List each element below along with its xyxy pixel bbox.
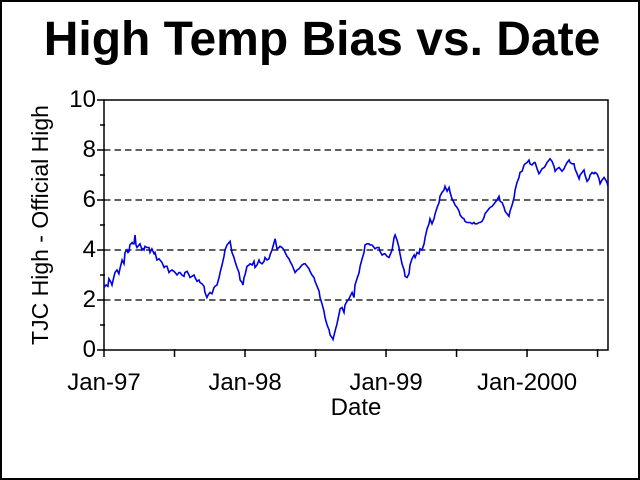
y-tick-label: 10	[69, 86, 96, 113]
y-tick-label: 6	[82, 186, 96, 213]
plot-frame	[103, 99, 609, 351]
y-tick-label: 4	[82, 236, 96, 263]
x-tick-label: Jan-99	[349, 369, 423, 396]
x-axis-title: Date	[330, 394, 382, 421]
x-tick-label: Jan-97	[67, 369, 141, 396]
x-tick-label: Jan-2000	[477, 369, 578, 396]
y-tick-label: 2	[82, 286, 96, 313]
chart-title: High Temp Bias vs. Date	[43, 12, 601, 66]
y-tick-label: 0	[82, 336, 96, 363]
x-tick-label: Jan-98	[208, 369, 282, 396]
bias-series-line	[103, 157, 609, 342]
y-tick-label: 8	[82, 136, 96, 163]
